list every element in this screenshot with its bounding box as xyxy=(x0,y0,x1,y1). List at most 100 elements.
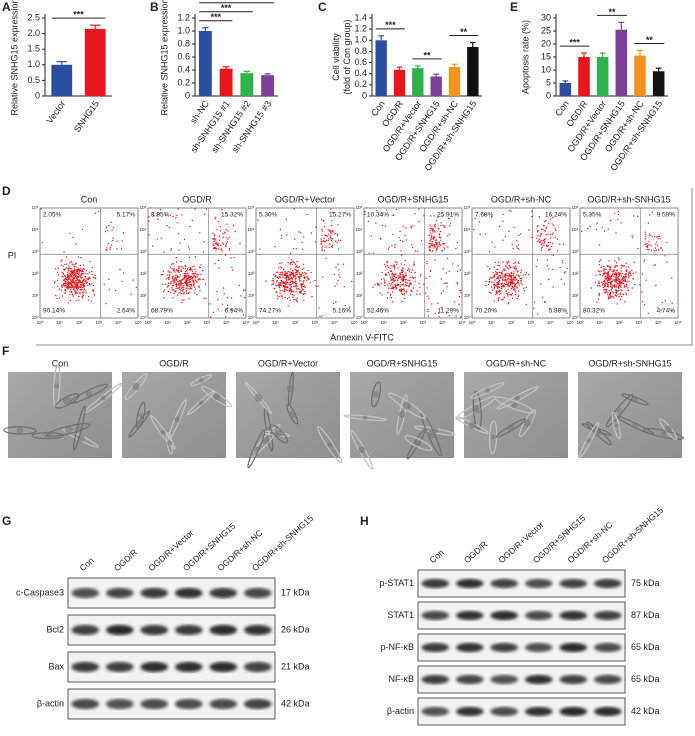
event-dot xyxy=(615,262,618,264)
event-dot xyxy=(620,289,622,291)
event-dot xyxy=(186,285,188,287)
event-dot xyxy=(518,262,520,265)
event-dot xyxy=(299,280,301,282)
event-dot xyxy=(401,289,404,291)
event-dot xyxy=(168,285,170,287)
event-dot xyxy=(64,291,66,293)
y-tick-label: 30 xyxy=(541,12,551,22)
event-dot xyxy=(455,248,457,250)
band xyxy=(524,610,553,621)
event-dot xyxy=(284,270,286,273)
x-tick-label: Con xyxy=(553,99,571,118)
event-dot xyxy=(608,293,611,295)
bar xyxy=(261,75,275,96)
event-dot xyxy=(629,275,631,277)
event-dot xyxy=(609,291,612,294)
event-dot xyxy=(505,273,507,276)
event-dot xyxy=(303,280,305,282)
plot-title: Con xyxy=(81,194,98,204)
event-dot xyxy=(608,296,610,298)
event-dot xyxy=(177,270,179,272)
event-dot xyxy=(384,225,387,227)
event-dot xyxy=(81,269,84,271)
significance-label: *** xyxy=(569,37,580,47)
protein-label: c-Caspase3 xyxy=(16,587,64,597)
event-dot xyxy=(174,290,176,292)
event-dot xyxy=(70,289,72,291)
event-dot xyxy=(296,260,298,263)
event-dot xyxy=(215,241,217,244)
x-tick-label: 10¹ xyxy=(488,320,495,325)
event-dot xyxy=(607,277,609,279)
event-dot xyxy=(378,284,380,286)
event-dot xyxy=(635,271,637,273)
event-dot xyxy=(342,263,345,265)
event-dot xyxy=(192,272,194,275)
event-dot xyxy=(225,236,227,239)
event-dot xyxy=(547,244,549,246)
micrograph-title: OGD/R+Vector xyxy=(258,358,318,368)
event-dot xyxy=(197,279,200,281)
y-tick-label: 10⁵ xyxy=(356,205,363,210)
event-dot xyxy=(510,273,513,275)
event-dot xyxy=(392,233,394,235)
event-dot xyxy=(437,245,439,248)
event-dot xyxy=(427,315,430,317)
event-dot xyxy=(491,281,493,283)
event-dot xyxy=(625,270,628,272)
event-dot xyxy=(404,234,406,237)
event-dot xyxy=(429,246,431,248)
y-tick-label: 0 xyxy=(362,90,367,100)
event-dot xyxy=(70,272,73,275)
event-dot xyxy=(521,283,523,286)
event-dot xyxy=(604,283,606,285)
event-dot xyxy=(431,241,433,243)
event-dot xyxy=(189,287,191,290)
event-dot xyxy=(85,281,87,283)
event-dot xyxy=(599,274,601,276)
event-dot xyxy=(437,302,439,304)
event-dot xyxy=(152,215,155,217)
event-dot xyxy=(392,285,394,287)
blot-strip xyxy=(67,688,276,720)
event-dot xyxy=(108,289,111,291)
event-dot xyxy=(504,268,506,270)
event-dot xyxy=(279,289,281,292)
event-dot xyxy=(295,277,297,279)
event-dot xyxy=(230,309,233,311)
event-dot xyxy=(374,284,376,286)
event-dot xyxy=(307,278,310,280)
event-dot xyxy=(563,283,566,285)
band xyxy=(105,661,134,673)
event-dot xyxy=(393,280,395,282)
event-dot xyxy=(399,239,402,242)
lane-label: OGD/R+sh-SNHG15 xyxy=(600,505,665,565)
event-dot xyxy=(82,270,84,273)
cell-body xyxy=(661,431,667,437)
event-dot xyxy=(178,276,180,278)
event-dot xyxy=(186,272,189,274)
event-dot xyxy=(188,248,191,250)
event-dot xyxy=(86,278,88,280)
event-dot xyxy=(193,274,196,276)
event-dot xyxy=(349,306,351,308)
event-dot xyxy=(177,233,180,235)
event-dot xyxy=(620,267,622,269)
event-dot xyxy=(497,261,500,263)
event-dot xyxy=(543,238,546,241)
event-dot xyxy=(456,242,459,244)
event-dot xyxy=(130,293,132,295)
event-dot xyxy=(302,263,305,265)
event-dot xyxy=(513,271,515,273)
event-dot xyxy=(291,282,294,284)
event-dot xyxy=(496,281,498,284)
size-label: 87 kDa xyxy=(631,610,660,620)
event-dot xyxy=(514,266,516,268)
event-dot xyxy=(394,284,397,287)
event-dot xyxy=(195,272,197,274)
event-dot xyxy=(82,264,85,266)
event-dot xyxy=(315,285,317,287)
event-dot xyxy=(212,244,215,246)
lane-label: Con xyxy=(77,555,95,573)
event-dot xyxy=(73,276,75,279)
